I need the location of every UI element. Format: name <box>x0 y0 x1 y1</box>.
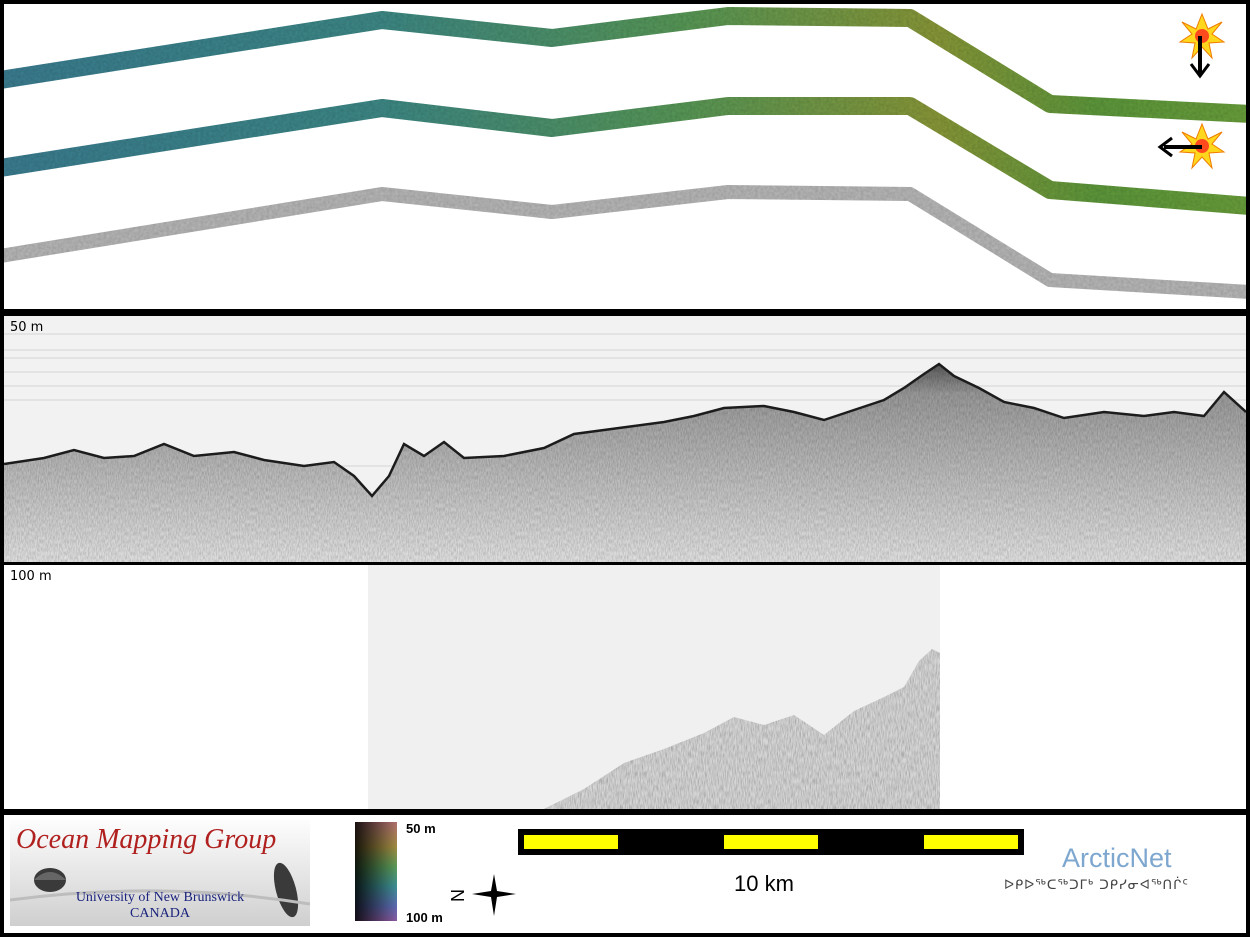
compass-star-icon <box>472 874 516 916</box>
scale-bar <box>518 829 1024 855</box>
bathymetry-strip-lower <box>4 97 1246 215</box>
logo-country: CANADA <box>130 906 190 921</box>
logo-graphic <box>10 862 310 918</box>
scale-bar-label: 10 km <box>734 871 794 896</box>
echogram-profile-panel: 50 m <box>4 316 1246 562</box>
colorbar-top-label: 50 m <box>406 821 436 836</box>
arcticnet-logo: ArcticNet <box>1062 843 1172 873</box>
logo-title: Ocean Mapping Group <box>16 824 277 855</box>
ocean-mapping-group-logo: Ocean Mapping Group University of New Br… <box>10 820 310 926</box>
backscatter-strip <box>4 185 1246 299</box>
depth-colorbar <box>355 822 397 921</box>
deep-seabed-return <box>544 649 940 809</box>
depth-label-top: 50 m <box>10 320 44 335</box>
seabed-line <box>4 362 1246 498</box>
deep-echogram-panel: 100 m <box>4 565 1246 809</box>
deep-echogram-image <box>368 565 940 809</box>
compass-rose: N <box>446 870 520 920</box>
track-map-panel <box>4 4 1246 309</box>
logo-university: University of New Brunswick <box>75 890 245 905</box>
arrow-left-icon <box>1157 136 1202 158</box>
echogram-image <box>4 316 1246 562</box>
arcticnet-syllabics: ᐅᑭᐅᖅᑕᖅᑐᒥᒃ ᑐᑭᓯᓂᐊᖅᑎᒌᑦ <box>1004 878 1189 893</box>
scale-bar-segment <box>924 835 1018 849</box>
scale-bar-segment <box>724 835 818 849</box>
bathymetry-strip-upper <box>4 7 1246 123</box>
compass-north-label: N <box>448 889 468 902</box>
colorbar-bottom-label: 100 m <box>406 910 443 925</box>
seabed-return <box>4 364 1246 562</box>
legend-panel: Ocean Mapping Group University of New Br… <box>4 815 1246 933</box>
scale-bar-segment <box>524 835 618 849</box>
depth-label-bottom: 100 m <box>10 569 52 584</box>
arrow-down-icon <box>1189 36 1211 79</box>
track-strips <box>4 7 1246 299</box>
